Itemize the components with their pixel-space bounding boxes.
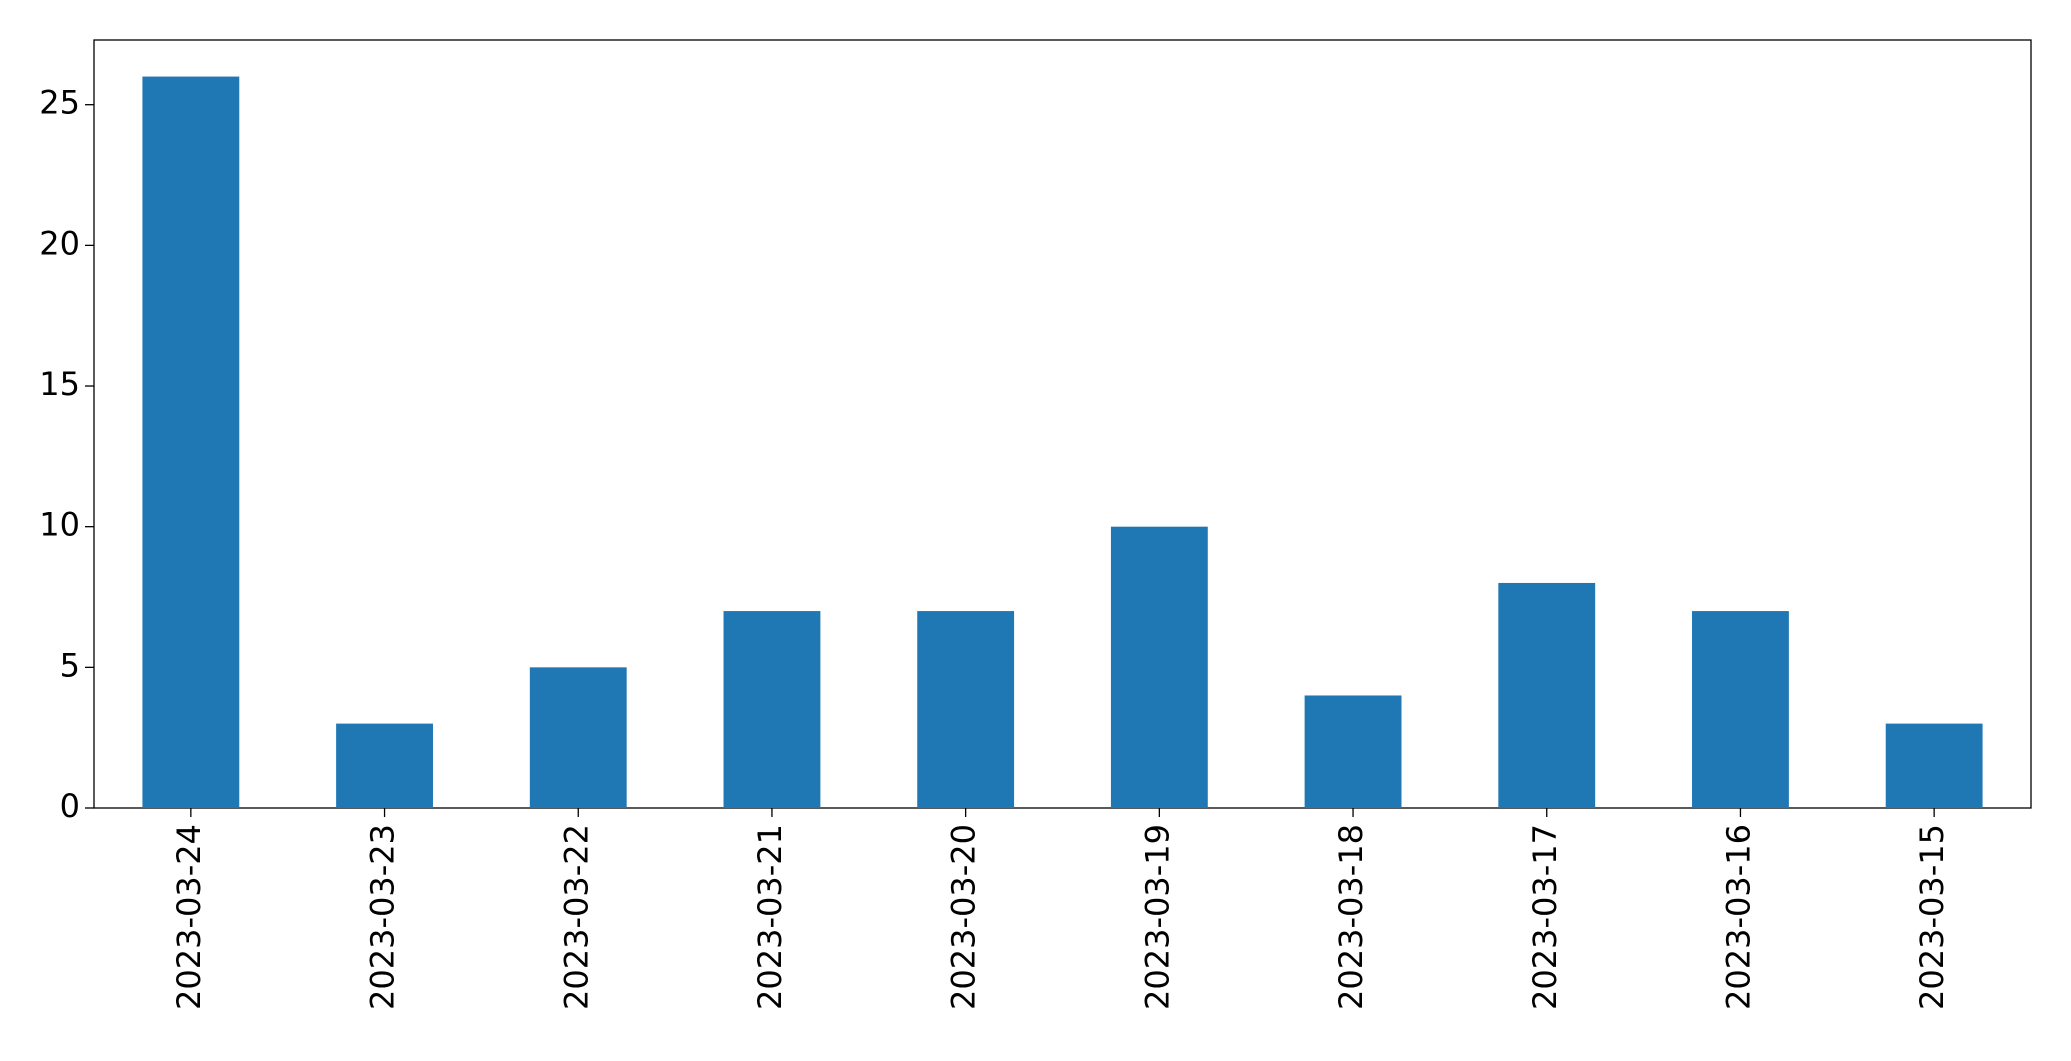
bar — [529, 667, 627, 808]
x-tick-label: 2023-03-21 — [751, 824, 789, 1010]
bar — [1498, 582, 1596, 808]
x-tick-label: 2023-03-19 — [1138, 824, 1176, 1010]
bar — [336, 723, 433, 808]
bar — [1110, 526, 1208, 808]
x-tick-label: 2023-03-22 — [557, 824, 595, 1010]
y-tick-label: 0 — [60, 787, 80, 825]
x-tick-label: 2023-03-23 — [364, 824, 402, 1010]
x-tick-label: 2023-03-15 — [1913, 824, 1951, 1010]
y-tick-label: 10 — [39, 506, 80, 544]
x-tick-label: 2023-03-20 — [945, 824, 983, 1010]
x-tick-label: 2023-03-16 — [1719, 824, 1757, 1010]
bar — [1692, 611, 1789, 808]
bar — [142, 76, 240, 809]
bar — [1885, 723, 1983, 808]
x-tick-label: 2023-03-18 — [1332, 824, 1370, 1010]
plot-frame — [93, 39, 2032, 809]
x-tick-label: 2023-03-24 — [170, 824, 208, 1010]
bar — [1304, 695, 1402, 808]
y-tick-label: 25 — [39, 84, 80, 122]
bar — [917, 611, 1015, 808]
y-tick-label: 15 — [39, 365, 80, 403]
bar — [723, 611, 821, 808]
y-tick-label: 5 — [60, 646, 80, 684]
y-tick-label: 20 — [39, 224, 80, 262]
x-tick-label: 2023-03-17 — [1526, 824, 1564, 1010]
